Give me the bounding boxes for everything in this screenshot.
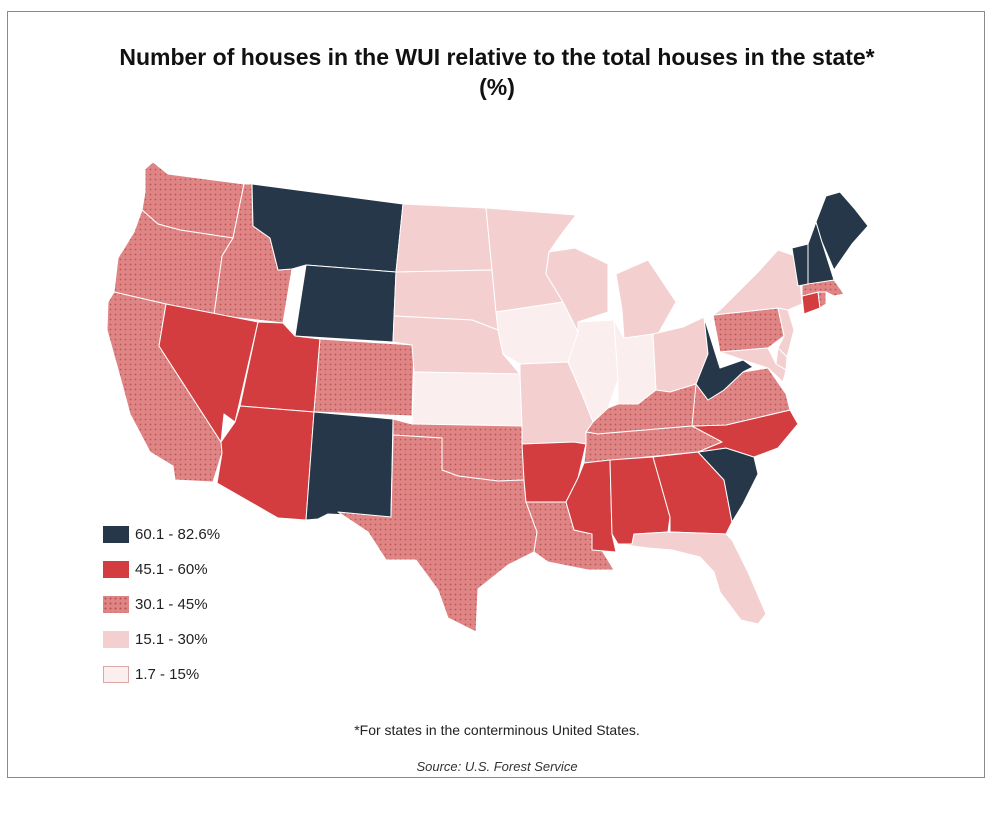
legend-swatch bbox=[103, 631, 129, 648]
state-nm bbox=[305, 411, 394, 521]
state-co bbox=[313, 338, 415, 417]
state-az bbox=[216, 405, 315, 521]
state-nh bbox=[807, 221, 835, 285]
state-pa bbox=[712, 307, 785, 353]
state-tx bbox=[337, 434, 538, 633]
state-ks bbox=[411, 371, 523, 427]
source-note: Source: U.S. Forest Service bbox=[416, 759, 578, 774]
legend-item: 30.1 - 45% bbox=[103, 587, 220, 622]
legend-item: 45.1 - 60% bbox=[103, 552, 220, 587]
legend-item: 60.1 - 82.6% bbox=[103, 517, 220, 552]
legend-item: 1.7 - 15% bbox=[103, 657, 220, 692]
state-me bbox=[815, 191, 869, 271]
map-frame: Number of houses in the WUI relative to … bbox=[7, 11, 985, 778]
legend-label: 60.1 - 82.6% bbox=[135, 526, 221, 543]
legend-swatch bbox=[103, 526, 129, 543]
us-choropleth-map bbox=[106, 161, 869, 633]
legend-swatch bbox=[103, 666, 129, 683]
state-ny bbox=[712, 249, 803, 323]
footnote: *For states in the conterminous United S… bbox=[354, 722, 640, 738]
state-nd bbox=[395, 203, 493, 273]
legend-swatch bbox=[103, 561, 129, 578]
state-md bbox=[719, 347, 787, 383]
state-wy bbox=[294, 264, 397, 343]
state-ma bbox=[801, 279, 845, 297]
legend-item: 15.1 - 30% bbox=[103, 622, 220, 657]
state-fl bbox=[617, 531, 767, 625]
state-mi bbox=[615, 259, 677, 339]
state-ms bbox=[565, 459, 617, 553]
map-title: Number of houses in the WUI relative to … bbox=[8, 42, 986, 102]
legend-swatch bbox=[103, 596, 129, 613]
title-line-1: Number of houses in the WUI relative to … bbox=[119, 44, 875, 70]
legend-label: 1.7 - 15% bbox=[135, 666, 200, 683]
legend-label: 15.1 - 30% bbox=[135, 631, 208, 648]
legend-label: 45.1 - 60% bbox=[135, 561, 208, 578]
title-line-2: (%) bbox=[479, 74, 515, 100]
state-ia bbox=[495, 301, 579, 365]
state-ri bbox=[817, 291, 827, 309]
legend-label: 30.1 - 45% bbox=[135, 596, 208, 613]
legend: 60.1 - 82.6% 45.1 - 60% 30.1 - 45% 15.1 - 3… bbox=[103, 517, 220, 692]
state-wv bbox=[695, 316, 754, 401]
